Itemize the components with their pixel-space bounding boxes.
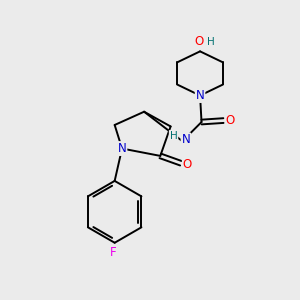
Text: H: H [207,37,215,47]
Text: O: O [226,114,235,127]
Text: O: O [183,158,192,171]
Text: N: N [118,142,126,155]
Text: N: N [182,134,190,146]
Text: H: H [170,131,177,141]
Text: O: O [194,35,203,48]
Text: N: N [196,89,204,102]
Text: F: F [110,246,116,259]
